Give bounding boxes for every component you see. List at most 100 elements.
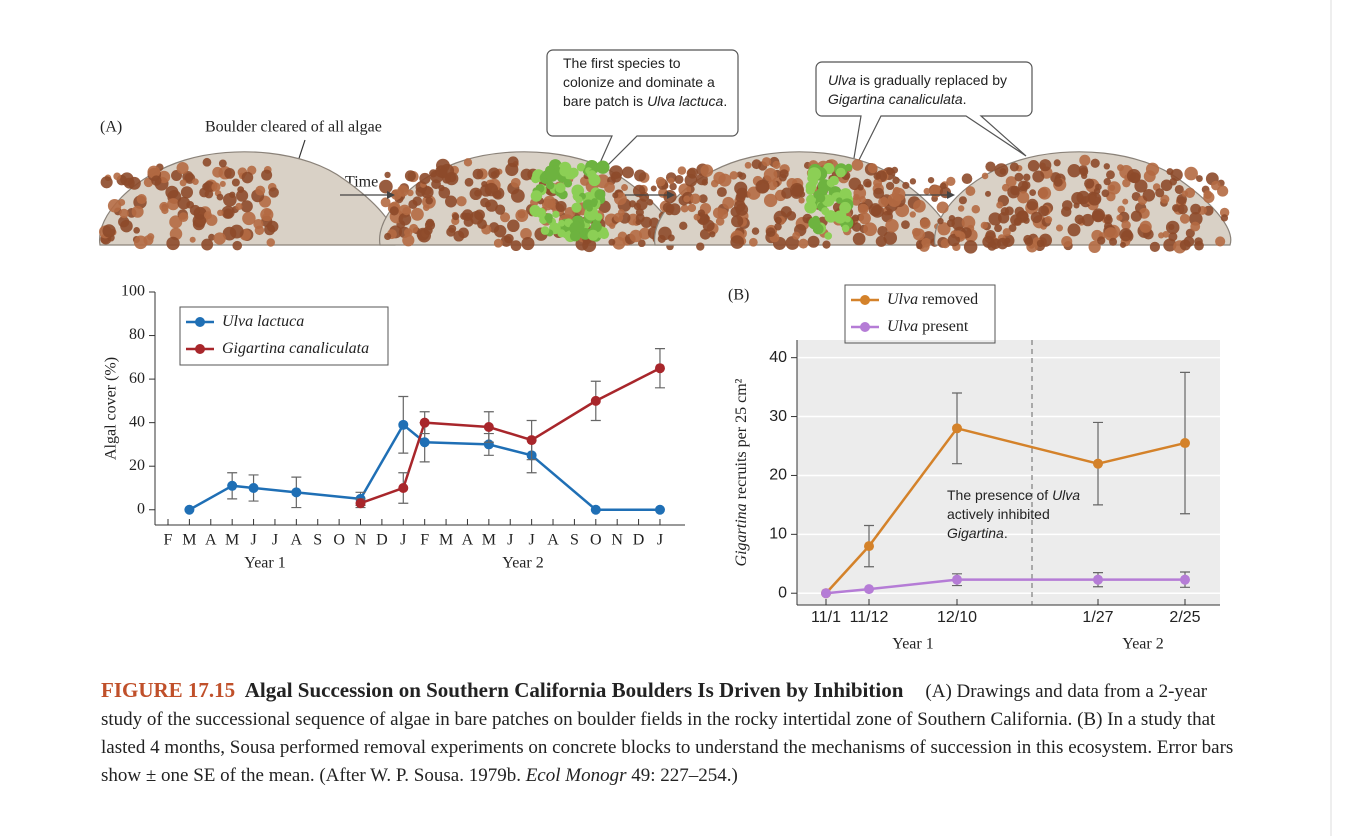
algae-clump bbox=[1007, 185, 1020, 199]
algae-clump bbox=[1076, 190, 1090, 205]
data-point bbox=[590, 504, 601, 515]
algae-clump bbox=[937, 222, 951, 236]
algae-clump bbox=[1002, 228, 1011, 237]
ulva-patch bbox=[575, 196, 583, 204]
algae-clump bbox=[951, 216, 965, 231]
algae-clump bbox=[700, 164, 714, 177]
year-label: Year 2 bbox=[1122, 636, 1163, 653]
algae-clump bbox=[485, 199, 498, 212]
y-tick-label: 20 bbox=[129, 457, 145, 474]
algae-clump bbox=[268, 187, 279, 198]
algae-clump bbox=[958, 196, 967, 205]
ulva-patch bbox=[545, 168, 559, 182]
algae-clump bbox=[1067, 223, 1081, 237]
algae-clump bbox=[119, 208, 129, 219]
algae-clump bbox=[1190, 203, 1202, 215]
algae-clump bbox=[241, 171, 254, 184]
algae-clump bbox=[1190, 221, 1201, 232]
algae-clump bbox=[763, 193, 778, 208]
data-point bbox=[864, 541, 874, 552]
algae-clump bbox=[1081, 213, 1095, 227]
algae-clump bbox=[852, 232, 866, 246]
algae-clump bbox=[107, 199, 122, 213]
algae-clump bbox=[873, 187, 885, 199]
x-tick-label: M bbox=[225, 532, 239, 549]
algae-clump bbox=[851, 214, 859, 222]
algae-clump bbox=[1095, 183, 1102, 191]
algae-clump bbox=[680, 204, 689, 213]
year-label: Year 1 bbox=[244, 555, 285, 572]
series-line bbox=[1097, 441, 1186, 465]
x-tick-label: S bbox=[313, 532, 322, 549]
algae-clump bbox=[961, 173, 973, 185]
algae-clump bbox=[510, 240, 522, 252]
algae-clump bbox=[218, 159, 227, 168]
algae-clump bbox=[1119, 241, 1127, 248]
y-tick-label: 30 bbox=[769, 408, 787, 425]
algae-clump bbox=[131, 205, 144, 218]
ulva-patch bbox=[807, 167, 822, 181]
arrowhead bbox=[947, 191, 955, 199]
series-line bbox=[595, 367, 661, 402]
algae-clump bbox=[885, 219, 899, 233]
ulva-patch bbox=[841, 224, 850, 233]
algae-clump bbox=[859, 196, 866, 203]
algae-clump bbox=[701, 179, 709, 186]
data-point bbox=[483, 422, 494, 433]
x-tick-label: M bbox=[182, 532, 196, 549]
algae-clump bbox=[679, 221, 688, 231]
algae-clump bbox=[147, 233, 155, 241]
algae-clump bbox=[582, 238, 597, 253]
algae-clump bbox=[477, 219, 488, 230]
series-line bbox=[956, 427, 1099, 465]
algae-clump bbox=[1220, 214, 1229, 222]
legend-label: Ulva present bbox=[887, 318, 969, 335]
callout-box bbox=[546, 49, 739, 182]
algae-clump bbox=[729, 171, 739, 180]
algae-clump bbox=[1061, 236, 1073, 248]
x-tick-label: J bbox=[272, 532, 278, 549]
y-tick-label: 0 bbox=[778, 584, 787, 601]
x-tick-label: M bbox=[482, 532, 496, 549]
algae-clump bbox=[255, 185, 266, 196]
series-line bbox=[424, 441, 489, 446]
panel-label: (A) bbox=[100, 119, 122, 136]
algae-clump bbox=[1139, 220, 1152, 233]
legend-label: Ulva removed bbox=[887, 291, 978, 308]
callout-text: The first species to colonize and domina… bbox=[563, 54, 735, 111]
algae-clump bbox=[1005, 176, 1017, 188]
algae-clump bbox=[738, 172, 747, 180]
algae-clump bbox=[438, 186, 451, 199]
algae-clump bbox=[669, 182, 677, 191]
algae-clump bbox=[1039, 159, 1052, 172]
algae-clump bbox=[715, 217, 725, 226]
algae-clump bbox=[717, 208, 729, 220]
algae-clump bbox=[1121, 220, 1131, 231]
algae-clump bbox=[1149, 241, 1161, 253]
algae-clump bbox=[1081, 172, 1088, 180]
algae-clump bbox=[1142, 189, 1156, 202]
algae-clump bbox=[851, 159, 864, 171]
annotation-text: The presence of bbox=[947, 487, 1053, 503]
legend-swatch bbox=[860, 322, 870, 332]
algae-clump bbox=[1181, 190, 1189, 197]
algae-clump bbox=[216, 193, 224, 201]
algae-clump bbox=[886, 208, 893, 216]
algae-clump bbox=[901, 220, 910, 229]
ulva-patch bbox=[835, 167, 846, 178]
series-line bbox=[530, 454, 597, 511]
data-point bbox=[227, 480, 238, 491]
algae-clump bbox=[484, 182, 499, 197]
algae-clump bbox=[1129, 172, 1141, 184]
algae-clump bbox=[402, 207, 411, 216]
x-tick-label: N bbox=[355, 532, 367, 549]
algae-clump bbox=[1134, 179, 1148, 193]
callout-text: The first species to colonize and domina… bbox=[563, 55, 715, 109]
arrowhead bbox=[387, 191, 395, 199]
algae-clump bbox=[909, 211, 916, 218]
algae-clump bbox=[404, 170, 416, 182]
algae-clump bbox=[887, 193, 902, 207]
ulva-patch bbox=[531, 174, 541, 184]
algae-clump bbox=[857, 203, 869, 215]
ulva-patch bbox=[569, 230, 581, 242]
